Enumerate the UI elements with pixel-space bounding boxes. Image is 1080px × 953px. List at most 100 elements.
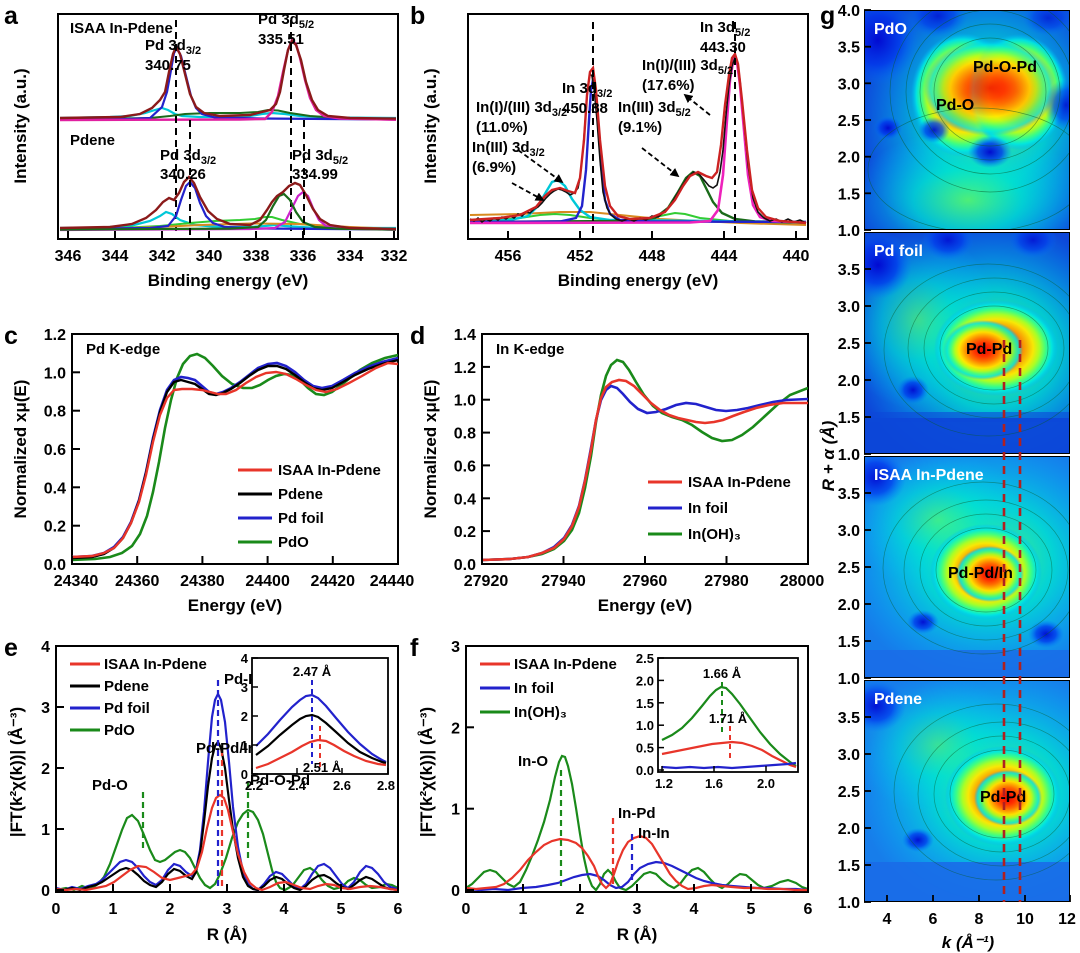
panel-f-legend: ISAA In-Pdene In foil In(OH)₃ — [480, 656, 617, 721]
panel-g-x-labels: 4 6 8 10 12 — [883, 911, 1076, 928]
svg-text:0: 0 — [52, 901, 61, 918]
svg-text:3.0: 3.0 — [838, 299, 860, 316]
panel-e-legend-2: Pd foil — [104, 700, 150, 717]
svg-text:452: 452 — [567, 248, 594, 265]
panel-f-marker-0: In-O — [518, 753, 548, 770]
svg-text:0.2: 0.2 — [44, 519, 66, 536]
panel-f-legend-1: In foil — [514, 680, 554, 697]
svg-text:2.0: 2.0 — [838, 597, 860, 614]
panel-e-inset-label-1: 2.51 Å — [303, 760, 342, 775]
svg-text:(6.9%): (6.9%) — [472, 159, 516, 176]
svg-text:1: 1 — [241, 738, 248, 753]
panel-c-legend-3: PdO — [278, 534, 309, 551]
panel-a-x-title: Binding energy (eV) — [148, 271, 309, 290]
panel-b-x-title: Binding energy (eV) — [558, 271, 719, 290]
svg-text:0.2: 0.2 — [454, 524, 476, 541]
svg-text:2.6: 2.6 — [333, 778, 351, 793]
svg-text:334.99: 334.99 — [292, 166, 338, 183]
panel-b-y-title: Intensity (a.u.) — [421, 68, 440, 183]
svg-text:27960: 27960 — [623, 573, 668, 590]
panel-g-map-1-title: Pd foil — [874, 243, 923, 260]
svg-text:2: 2 — [166, 901, 175, 918]
panel-c-y-labels: 0.0 0.2 0.4 0.6 0.8 1.0 1.2 — [44, 327, 66, 574]
svg-text:456: 456 — [495, 248, 522, 265]
panel-c-traces — [72, 352, 398, 562]
svg-text:0.8: 0.8 — [454, 426, 476, 443]
svg-text:3: 3 — [223, 901, 232, 918]
svg-text:24380: 24380 — [180, 573, 225, 590]
panel-f-inset-label-0: 1.66 Å — [703, 666, 742, 681]
svg-text:2: 2 — [41, 761, 50, 778]
panel-d-title: In K-edge — [496, 341, 564, 358]
panel-f-y-ticks — [466, 645, 474, 891]
svg-text:1.2: 1.2 — [454, 360, 476, 377]
svg-text:3.0: 3.0 — [838, 523, 860, 540]
svg-text:6: 6 — [804, 901, 813, 918]
svg-text:(17.6%): (17.6%) — [642, 77, 695, 94]
svg-text:1: 1 — [519, 901, 528, 918]
svg-text:1: 1 — [41, 822, 50, 839]
svg-text:24360: 24360 — [115, 573, 160, 590]
panel-d: d 0.0 0.2 0.4 0.6 0.8 1.0 1.2 1.4 — [410, 310, 830, 622]
panel-e-marker-2: Pd-Pd/In — [196, 740, 257, 757]
panel-b-peak-1: In 3d5/2 443.30 — [700, 19, 750, 56]
panel-c-legend-0: ISAA In-Pdene — [278, 462, 381, 479]
svg-text:2: 2 — [576, 901, 585, 918]
panel-c-y-ticks — [72, 333, 80, 565]
svg-text:4: 4 — [883, 911, 892, 928]
svg-text:1.5: 1.5 — [838, 186, 860, 203]
panel-e-legend-1: Pdene — [104, 678, 149, 695]
svg-text:0.4: 0.4 — [454, 491, 476, 508]
svg-text:2.0: 2.0 — [838, 821, 860, 838]
svg-text:1.5: 1.5 — [838, 634, 860, 651]
svg-text:335.51: 335.51 — [258, 31, 304, 48]
panel-c-x-labels: 24340 24360 24380 24400 24420 24440 — [54, 573, 415, 590]
panel-d-y-ticks — [482, 333, 490, 565]
svg-text:6: 6 — [929, 911, 938, 928]
panel-g-map-0 — [864, 10, 1070, 230]
svg-text:340.75: 340.75 — [145, 57, 191, 74]
panel-f: f 0 1 2 3 — [410, 622, 830, 953]
panel-b-component-3: In(I)/(III) 3d5/2 (17.6%) — [642, 57, 733, 94]
svg-text:332: 332 — [381, 248, 408, 265]
panel-d-x-labels: 27920 27940 27960 27980 28000 — [464, 573, 825, 590]
svg-text:27940: 27940 — [541, 573, 586, 590]
svg-text:1.5: 1.5 — [838, 410, 860, 427]
panel-e-letter: e — [4, 634, 18, 662]
svg-text:3.5: 3.5 — [838, 262, 860, 279]
svg-text:1.0: 1.0 — [44, 365, 66, 382]
svg-text:448: 448 — [639, 248, 666, 265]
panel-b-letter: b — [410, 2, 426, 30]
panel-d-legend-0: ISAA In-Pdene — [688, 474, 791, 491]
panel-b-x-ticks — [507, 231, 797, 239]
panel-d-legend-2: In(OH)₃ — [688, 526, 741, 543]
panel-a-traces — [59, 20, 397, 237]
panel-g-map-3 — [864, 680, 1070, 902]
svg-text:In 3d3/2: In 3d3/2 — [562, 80, 612, 100]
panel-c: c 0.0 0.2 0.4 0.6 0.8 1.0 1.2 — [0, 310, 420, 622]
svg-text:450.88: 450.88 — [562, 100, 608, 117]
svg-text:3.5: 3.5 — [838, 710, 860, 727]
panel-b-component-0: In(III) 3d3/2 (6.9%) — [472, 139, 545, 176]
svg-text:4: 4 — [690, 901, 699, 918]
svg-text:0: 0 — [241, 767, 248, 782]
panel-f-y-title: |FT(k²χ(k))| (Å⁻³) — [417, 707, 436, 837]
svg-text:2.8: 2.8 — [377, 778, 395, 793]
panel-e-marker-3: Pd-O-Pd — [250, 772, 310, 789]
svg-text:4.0: 4.0 — [838, 3, 860, 20]
svg-text:1.2: 1.2 — [655, 776, 673, 791]
svg-text:1.2: 1.2 — [44, 327, 66, 344]
svg-text:1.0: 1.0 — [838, 223, 860, 240]
svg-text:3: 3 — [633, 901, 642, 918]
svg-text:In(I)/(III) 3d5/2: In(I)/(III) 3d5/2 — [642, 57, 733, 77]
panel-d-x-ticks — [481, 556, 809, 564]
panel-g-map-0-title: PdO — [874, 21, 907, 38]
panel-a-annotation-2: Pd 3d3/2 340.26 — [160, 147, 216, 183]
panel-g-map-3-title: Pdene — [874, 691, 922, 708]
panel-b-x-labels: 456 452 448 444 440 — [495, 248, 810, 265]
svg-text:1.0: 1.0 — [838, 447, 860, 464]
svg-text:344: 344 — [102, 248, 129, 265]
panel-f-x-title: R (Å) — [617, 925, 658, 944]
panel-e-inset-label-0: 2.47 Å — [293, 664, 332, 679]
